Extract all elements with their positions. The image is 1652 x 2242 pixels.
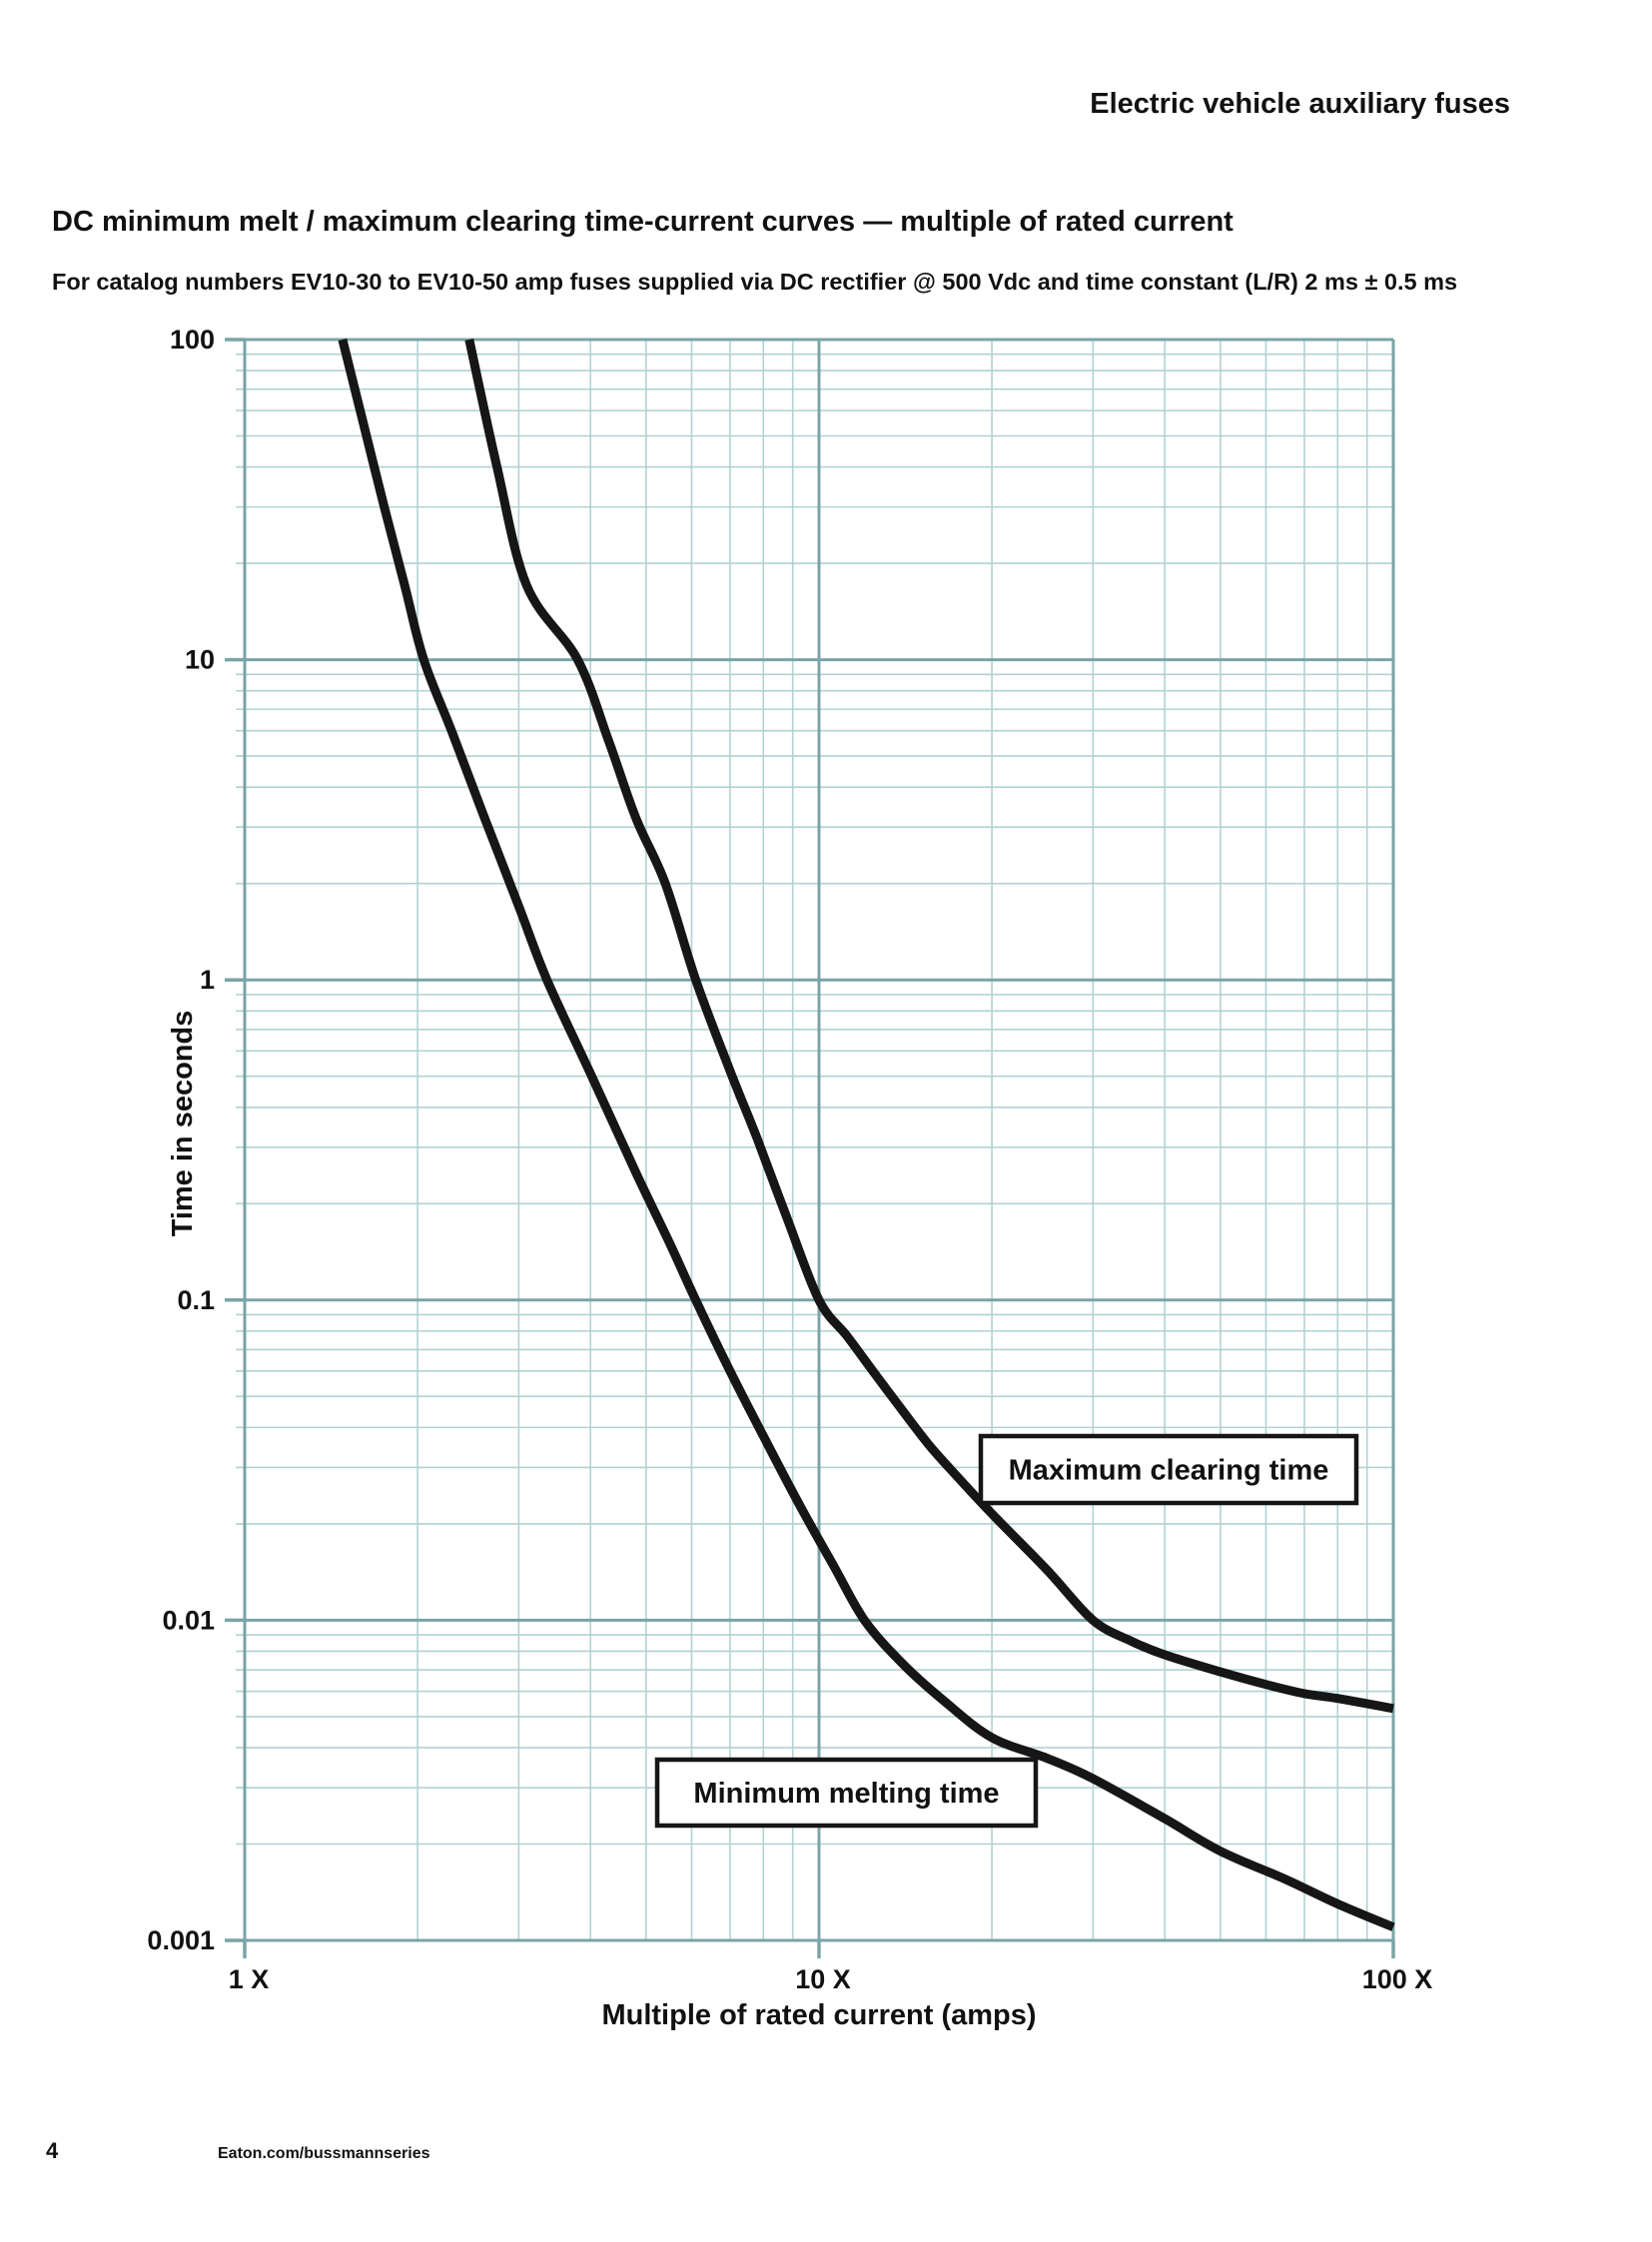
section-subtitle: For catalog numbers EV10-30 to EV10-50 a… (52, 269, 1458, 295)
x-axis-title: Multiple of rated current (amps) (601, 1999, 1036, 2031)
y-tick-label: 100 (170, 325, 215, 355)
axis-ticks (225, 338, 1395, 1958)
y-tick-label: 0.01 (162, 1605, 215, 1635)
tick-labels: 100 10 1 0.1 0.01 0.001 1 X 10 X 100 X (147, 325, 1432, 1994)
section-title: DC minimum melt / maximum clearing time-… (52, 206, 1234, 238)
footer-page-number: 4 (46, 2138, 59, 2163)
grid-minor (236, 340, 1393, 1940)
svg-text:Maximum clearing time: Maximum clearing time (1009, 1455, 1329, 1487)
y-tick-label: 0.001 (147, 1925, 215, 1955)
footer-website-link[interactable]: Eaton.com/bussmannseries (218, 2145, 430, 2162)
y-tick-label: 1 (200, 965, 215, 995)
y-tick-label: 10 (185, 645, 215, 675)
y-axis-title: Time in seconds (167, 1011, 199, 1237)
x-tick-label: 100 X (1362, 1964, 1433, 1994)
svg-text:Minimum melting time: Minimum melting time (693, 1778, 999, 1810)
maximum-clearing-label: Maximum clearing time (978, 1433, 1359, 1506)
maximum-clearing-curve (464, 339, 1394, 1714)
minimum-melting-curve (338, 338, 1395, 1931)
x-tick-label: 1 X (229, 1964, 270, 1994)
x-tick-label: 10 X (795, 1964, 851, 1994)
y-tick-label: 0.1 (177, 1285, 215, 1315)
page-header: Electric vehicle auxiliary fuses (1090, 88, 1510, 120)
grid-major (243, 338, 1395, 1942)
minimum-melting-label: Minimum melting time (654, 1757, 1039, 1829)
